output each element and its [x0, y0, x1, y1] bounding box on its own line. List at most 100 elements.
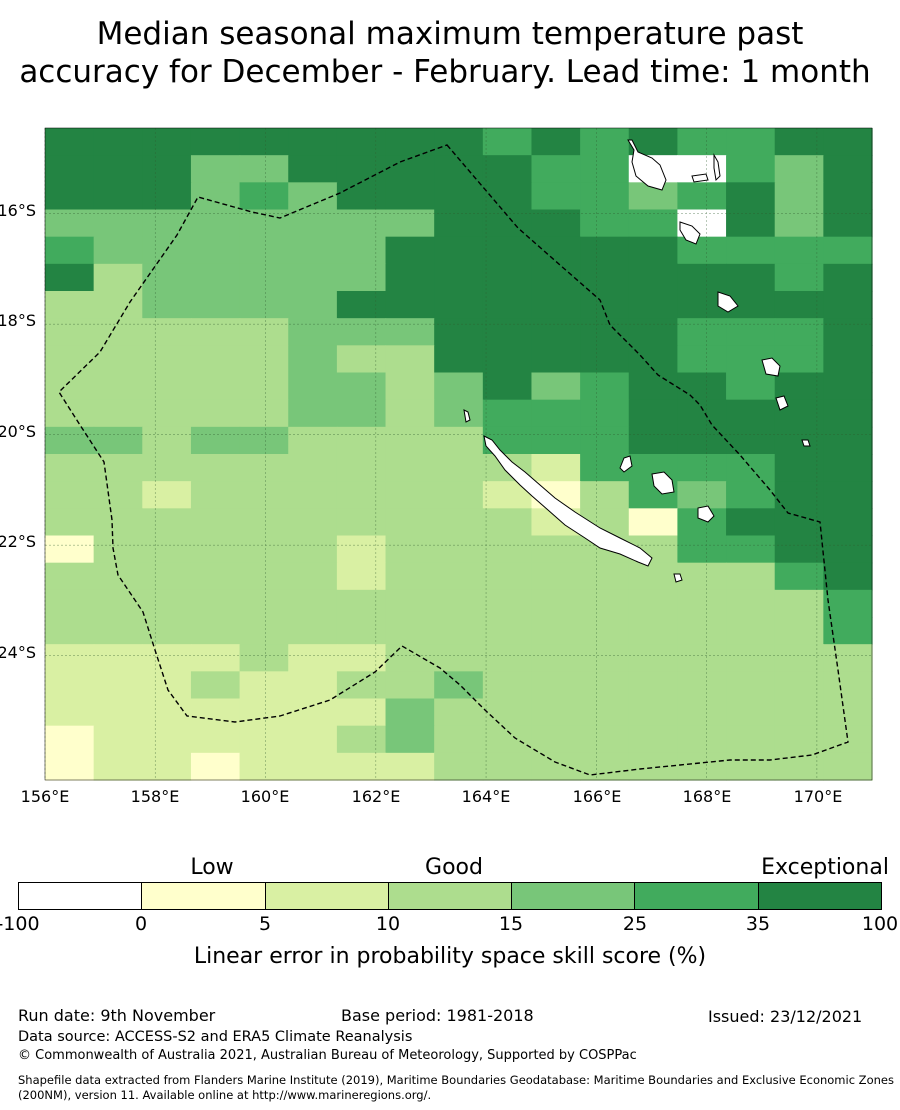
loyalty-islands-lifou	[651, 471, 675, 495]
skill-cell	[726, 589, 776, 618]
skill-cell	[823, 725, 873, 754]
skill-cell	[385, 291, 435, 319]
title-line-2: accuracy for December - February. Lead t…	[19, 54, 871, 90]
skill-cell	[190, 155, 241, 183]
loyalty-islands-mare	[697, 505, 715, 523]
skill-cell	[628, 291, 679, 319]
base-period: Base period: 1981-2018	[341, 1006, 534, 1025]
skill-cell	[726, 128, 776, 156]
skill-cell	[45, 725, 95, 754]
skill-cell	[580, 562, 630, 591]
skill-cell	[531, 236, 581, 265]
skill-cell	[190, 209, 241, 238]
skill-cell	[580, 155, 630, 183]
skill-cell	[93, 617, 143, 645]
skill-cell	[774, 644, 824, 672]
skill-cell	[288, 508, 338, 537]
skill-cell	[823, 589, 873, 618]
title-line-1: Median seasonal maximum temperature past	[96, 16, 804, 52]
skill-cell	[288, 318, 338, 346]
colorbar-title: Linear error in probability space skill …	[193, 944, 707, 969]
skill-cell	[482, 698, 533, 727]
skill-cell	[531, 426, 581, 455]
x-tick-164e: 164°E	[461, 787, 511, 806]
vanuatu-ambae-island	[691, 173, 709, 183]
skill-cell	[336, 481, 387, 509]
skill-cell	[774, 318, 824, 346]
skill-cell	[385, 318, 435, 346]
skill-cell	[726, 399, 776, 428]
skill-cell	[190, 589, 241, 618]
skill-cell	[385, 644, 435, 672]
skill-cell	[142, 454, 192, 482]
skill-cell	[336, 589, 387, 618]
skill-cell	[482, 752, 533, 781]
colorbar-tick: 25	[622, 913, 648, 935]
skill-cell	[336, 291, 387, 319]
skill-cell	[774, 128, 824, 156]
skill-cell	[190, 426, 241, 455]
skill-cell	[823, 481, 873, 509]
skill-cell	[239, 236, 289, 265]
skill-cell	[190, 644, 241, 672]
skill-cell	[288, 399, 338, 428]
skill-cell	[628, 671, 679, 700]
skill-cell	[482, 644, 533, 672]
skill-cell	[385, 671, 435, 700]
skill-cell	[288, 454, 338, 482]
skill-cell	[726, 263, 776, 292]
skill-cell	[531, 725, 581, 754]
skill-cell	[434, 399, 484, 428]
skill-cell	[190, 263, 241, 292]
skill-cell	[239, 698, 289, 727]
skill-cell	[45, 644, 95, 672]
skill-cell	[190, 508, 241, 537]
skill-cell	[628, 508, 679, 537]
skill-cell	[823, 617, 873, 645]
skill-cell	[239, 182, 289, 211]
skill-cell	[385, 562, 435, 591]
skill-cell	[434, 644, 484, 672]
skill-cell	[239, 617, 289, 645]
skill-cell	[336, 725, 387, 754]
skill-cell	[434, 128, 484, 156]
skill-cell	[823, 454, 873, 482]
skill-cell	[93, 671, 143, 700]
skill-cell	[239, 345, 289, 374]
skill-cell	[531, 182, 581, 211]
skill-cell	[580, 481, 630, 509]
skill-cell	[580, 372, 630, 401]
skill-cell	[482, 617, 533, 645]
skill-cell	[434, 508, 484, 537]
skill-cell	[385, 535, 435, 564]
skill-cell	[677, 182, 727, 211]
skill-cell	[93, 644, 143, 672]
skill-cell	[288, 263, 338, 292]
skill-cell	[385, 426, 435, 455]
new-caledonia-island	[483, 435, 653, 567]
skill-cell	[726, 725, 776, 754]
skill-cell	[239, 589, 289, 618]
skill-cell	[93, 562, 143, 591]
skill-cell	[142, 263, 192, 292]
skill-cell	[677, 263, 727, 292]
skill-cell	[385, 454, 435, 482]
skill-cell	[142, 345, 192, 374]
skill-cell	[580, 752, 630, 781]
skill-cell	[482, 372, 533, 401]
skill-cell	[434, 671, 484, 700]
skill-cell	[385, 698, 435, 727]
skill-cell	[45, 155, 95, 183]
skill-cell	[726, 644, 776, 672]
skill-grid-cells	[45, 128, 873, 781]
skill-cell	[677, 644, 727, 672]
skill-cell	[823, 671, 873, 700]
skill-cell	[190, 236, 241, 265]
skill-cell	[531, 454, 581, 482]
skill-cell	[385, 155, 435, 183]
skill-cell	[336, 128, 387, 156]
skill-cell	[434, 752, 484, 781]
skill-cell	[531, 617, 581, 645]
skill-cell	[726, 372, 776, 401]
colorbar-tick: 0	[134, 913, 148, 935]
